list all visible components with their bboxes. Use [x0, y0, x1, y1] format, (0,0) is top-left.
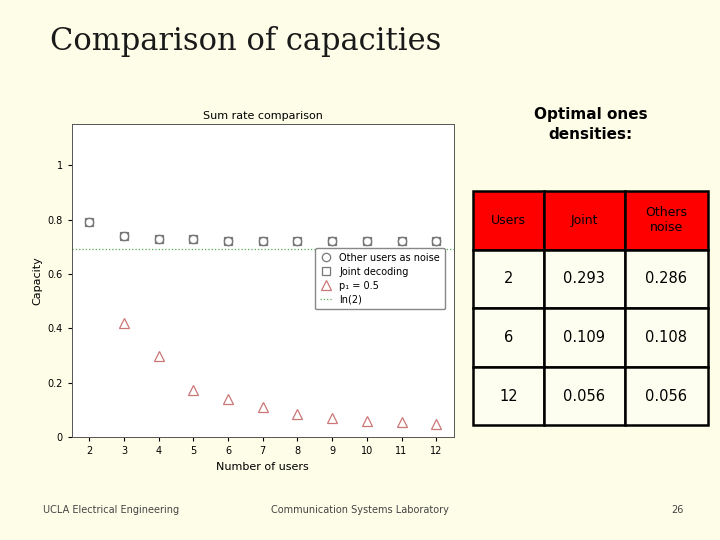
Legend: Other users as noise, Joint decoding, p₁ = 0.5, ln(2): Other users as noise, Joint decoding, p₁… [315, 248, 445, 309]
Text: 0.056: 0.056 [563, 388, 606, 403]
p₁ = 0.5 [432, 421, 441, 428]
Line: Joint decoding: Joint decoding [86, 218, 440, 245]
Text: 2: 2 [504, 271, 513, 286]
Other users as noise [189, 235, 198, 242]
p₁ = 0.5 [154, 353, 163, 359]
Line: Other users as noise: Other users as noise [85, 218, 441, 246]
Y-axis label: Capacity: Capacity [32, 256, 42, 305]
Other users as noise [224, 238, 233, 245]
Joint decoding [224, 238, 233, 245]
Text: 12: 12 [499, 388, 518, 403]
FancyBboxPatch shape [544, 308, 625, 367]
FancyBboxPatch shape [625, 191, 708, 249]
Joint decoding [328, 238, 336, 245]
FancyBboxPatch shape [625, 308, 708, 367]
FancyBboxPatch shape [625, 367, 708, 426]
Other users as noise [363, 238, 372, 245]
Text: Users: Users [491, 214, 526, 227]
Text: Joint: Joint [570, 214, 598, 227]
Line: p₁ = 0.5: p₁ = 0.5 [120, 319, 441, 429]
Text: Others
noise: Others noise [645, 206, 688, 234]
Joint decoding [258, 238, 267, 245]
FancyBboxPatch shape [544, 249, 625, 308]
p₁ = 0.5 [120, 320, 128, 326]
Text: Comparison of capacities: Comparison of capacities [50, 26, 442, 57]
Text: 0.056: 0.056 [645, 388, 688, 403]
FancyBboxPatch shape [473, 367, 544, 426]
Other users as noise [258, 238, 267, 245]
Other users as noise [154, 235, 163, 242]
Joint decoding [363, 238, 372, 245]
FancyBboxPatch shape [625, 249, 708, 308]
p₁ = 0.5 [224, 396, 233, 402]
ln(2) [50, 245, 59, 252]
p₁ = 0.5 [397, 419, 406, 426]
Other users as noise [85, 219, 94, 226]
Joint decoding [432, 238, 441, 245]
FancyBboxPatch shape [544, 191, 625, 249]
Other users as noise [293, 238, 302, 245]
Text: 0.109: 0.109 [563, 330, 606, 345]
FancyBboxPatch shape [544, 367, 625, 426]
p₁ = 0.5 [363, 417, 372, 424]
p₁ = 0.5 [258, 404, 267, 411]
Text: Communication Systems Laboratory: Communication Systems Laboratory [271, 505, 449, 515]
Other users as noise [120, 233, 128, 239]
Text: Optimal ones
densities:: Optimal ones densities: [534, 107, 647, 142]
Joint decoding [120, 233, 128, 239]
X-axis label: Number of users: Number of users [217, 462, 309, 472]
Joint decoding [293, 238, 302, 245]
Other users as noise [397, 238, 406, 245]
p₁ = 0.5 [293, 411, 302, 417]
Other users as noise [432, 238, 441, 245]
Joint decoding [85, 219, 94, 226]
Text: UCLA Electrical Engineering: UCLA Electrical Engineering [43, 505, 179, 515]
Joint decoding [397, 238, 406, 245]
p₁ = 0.5 [328, 415, 336, 422]
Text: 26: 26 [672, 505, 684, 515]
Joint decoding [154, 235, 163, 242]
FancyBboxPatch shape [473, 249, 544, 308]
ln(2) [16, 245, 24, 252]
Joint decoding [189, 235, 198, 242]
Text: 0.286: 0.286 [645, 271, 688, 286]
Text: 6: 6 [504, 330, 513, 345]
Text: 0.108: 0.108 [645, 330, 688, 345]
Other users as noise [328, 238, 336, 245]
FancyBboxPatch shape [473, 308, 544, 367]
Title: Sum rate comparison: Sum rate comparison [203, 111, 323, 120]
FancyBboxPatch shape [473, 191, 544, 249]
p₁ = 0.5 [189, 387, 198, 393]
Text: 0.293: 0.293 [563, 271, 606, 286]
